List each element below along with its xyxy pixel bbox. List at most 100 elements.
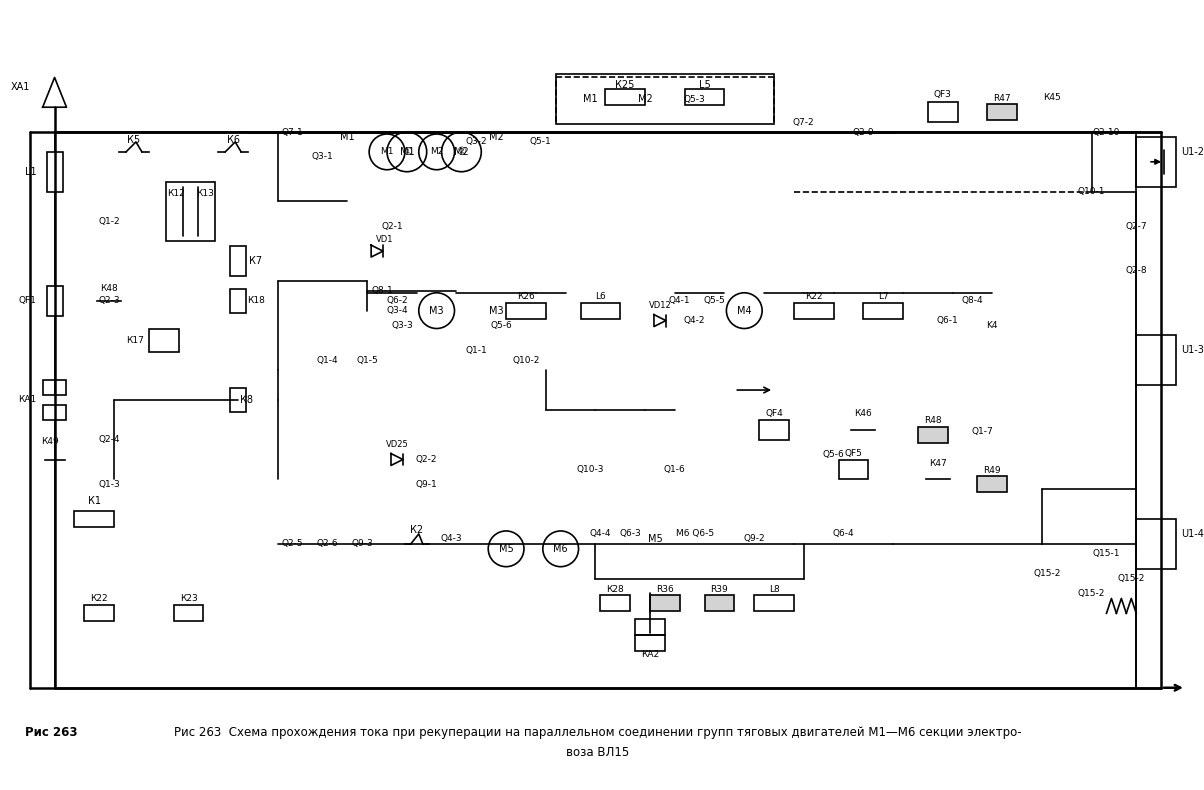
Text: Q15-2: Q15-2 xyxy=(1117,574,1145,583)
Text: M1: M1 xyxy=(340,132,355,142)
Text: L5: L5 xyxy=(698,81,710,90)
Bar xyxy=(1137,519,1176,569)
Text: Q2-8: Q2-8 xyxy=(1126,266,1147,276)
Bar xyxy=(760,419,789,440)
Bar xyxy=(84,605,114,621)
Bar xyxy=(917,427,948,442)
Bar xyxy=(173,605,203,621)
Text: Q1-2: Q1-2 xyxy=(99,216,120,226)
Text: U1-3: U1-3 xyxy=(1181,345,1204,356)
Bar xyxy=(506,303,545,318)
Text: К28: К28 xyxy=(607,585,624,594)
Bar xyxy=(42,380,66,395)
Bar xyxy=(928,102,957,122)
Bar xyxy=(987,104,1017,120)
Text: M2: M2 xyxy=(430,148,443,156)
Text: Q3-2: Q3-2 xyxy=(466,137,488,146)
Bar xyxy=(580,303,620,318)
Text: КА2: КА2 xyxy=(641,650,659,660)
Bar xyxy=(685,89,725,105)
Text: К6: К6 xyxy=(226,135,240,145)
Text: M1: M1 xyxy=(400,147,414,157)
Text: К25: К25 xyxy=(615,81,635,90)
Text: QF5: QF5 xyxy=(844,449,862,458)
Text: ②: ② xyxy=(456,147,466,157)
Text: Q10-2: Q10-2 xyxy=(512,356,539,365)
Text: Q15-1: Q15-1 xyxy=(1093,549,1120,559)
Text: VD25: VD25 xyxy=(385,440,408,450)
Text: К23: К23 xyxy=(179,594,197,603)
Text: R47: R47 xyxy=(993,94,1011,103)
Text: Q1-1: Q1-1 xyxy=(466,346,488,355)
Bar xyxy=(606,89,645,105)
Text: M6: M6 xyxy=(554,544,568,554)
Text: Q1-5: Q1-5 xyxy=(356,356,378,365)
Text: Q9-2: Q9-2 xyxy=(743,534,765,544)
Text: Q6-1: Q6-1 xyxy=(937,316,958,325)
Text: ①: ① xyxy=(402,147,412,157)
Bar xyxy=(838,460,868,480)
Text: K4: K4 xyxy=(986,321,998,330)
Text: QF4: QF4 xyxy=(766,409,783,419)
Text: Q5-1: Q5-1 xyxy=(530,137,551,146)
Text: Q2-9: Q2-9 xyxy=(852,127,874,137)
Bar xyxy=(863,303,903,318)
Text: Q9-3: Q9-3 xyxy=(352,540,373,548)
Text: R36: R36 xyxy=(656,585,674,594)
Bar xyxy=(650,596,680,611)
Bar xyxy=(47,286,63,316)
Text: К17: К17 xyxy=(126,336,144,345)
Text: Q7-1: Q7-1 xyxy=(282,127,303,137)
Bar xyxy=(75,511,114,527)
Text: L7: L7 xyxy=(878,292,889,301)
Bar xyxy=(230,388,246,412)
Text: Q1-7: Q1-7 xyxy=(972,427,993,436)
Text: Q2-3: Q2-3 xyxy=(99,296,120,305)
Text: Q15-2: Q15-2 xyxy=(1078,589,1105,598)
Text: К49: К49 xyxy=(41,437,59,446)
Bar xyxy=(704,596,734,611)
Text: КА1: КА1 xyxy=(18,396,36,404)
Bar xyxy=(1137,336,1176,385)
Text: Q10-1: Q10-1 xyxy=(1078,187,1105,196)
Text: Q4-3: Q4-3 xyxy=(441,534,462,544)
Bar xyxy=(166,182,216,241)
Text: VD12: VD12 xyxy=(649,301,672,310)
Text: Q3-1: Q3-1 xyxy=(312,152,334,161)
Text: К5: К5 xyxy=(128,135,141,145)
Text: ХА1: ХА1 xyxy=(11,82,30,92)
Text: L6: L6 xyxy=(595,292,606,301)
Text: M2: M2 xyxy=(489,132,503,142)
Bar xyxy=(635,619,665,635)
Text: M2: M2 xyxy=(454,147,468,157)
Text: M1: M1 xyxy=(380,148,394,156)
Text: Q5-5: Q5-5 xyxy=(703,296,725,305)
Text: Q5-3: Q5-3 xyxy=(684,95,706,103)
Text: Q9-1: Q9-1 xyxy=(415,480,437,489)
Bar xyxy=(978,476,1008,492)
Text: Q4-2: Q4-2 xyxy=(684,316,706,325)
Text: К18: К18 xyxy=(247,296,265,305)
Text: M3: M3 xyxy=(489,306,503,316)
Bar xyxy=(635,635,665,651)
Text: К45: К45 xyxy=(1043,92,1061,102)
Text: Q2-1: Q2-1 xyxy=(382,222,403,231)
Text: Q3-4: Q3-4 xyxy=(386,307,408,315)
Text: К46: К46 xyxy=(855,409,872,419)
Text: Q6-4: Q6-4 xyxy=(833,529,855,539)
Text: L1: L1 xyxy=(25,167,36,177)
Text: R48: R48 xyxy=(923,416,942,425)
Text: Рис 263  Схема прохождения тока при рекуперации на параллельном соединении групп: Рис 263 Схема прохождения тока при рекуп… xyxy=(173,726,1021,739)
Text: К13: К13 xyxy=(196,189,214,198)
Text: Рис 263: Рис 263 xyxy=(25,726,77,739)
Text: Q6-3: Q6-3 xyxy=(619,529,641,539)
Text: М6 Q6-5: М6 Q6-5 xyxy=(675,529,714,539)
Text: Q7-2: Q7-2 xyxy=(793,118,815,126)
Text: Q1-4: Q1-4 xyxy=(317,356,338,365)
Text: Q2-2: Q2-2 xyxy=(415,455,437,464)
Text: К2: К2 xyxy=(411,525,424,535)
Bar xyxy=(230,289,246,313)
Text: M5: M5 xyxy=(498,544,513,554)
Text: Q6-2: Q6-2 xyxy=(386,296,408,305)
Text: Q5-6: Q5-6 xyxy=(822,450,844,459)
